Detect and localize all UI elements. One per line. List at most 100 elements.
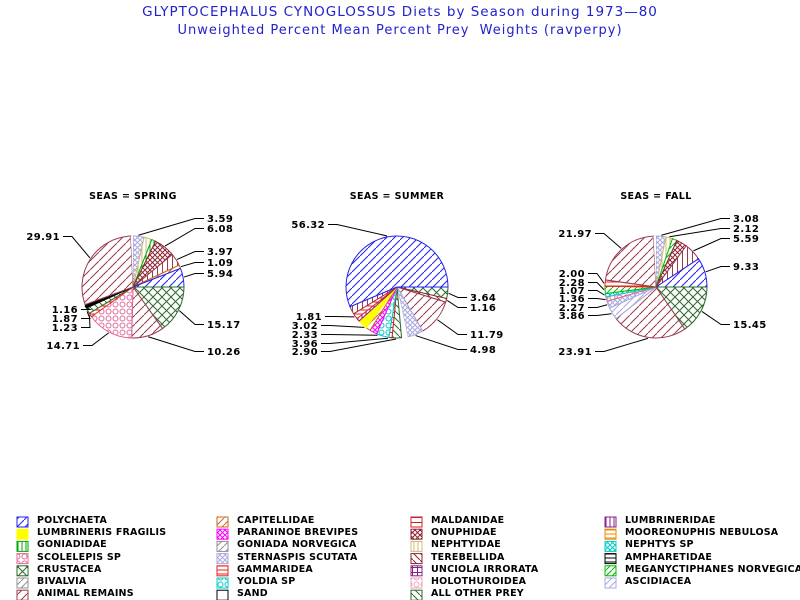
- legend-swatch-icon: [604, 540, 617, 552]
- label-leader-line: [321, 338, 397, 352]
- pie-slice: [345, 235, 449, 308]
- chart-title-line2: Unweighted Percent Mean Percent Prey Wei…: [177, 23, 623, 38]
- pie-value-label: 5.94: [207, 269, 233, 280]
- legend-label: MALDANIDAE: [431, 515, 505, 526]
- label-leader-line: [588, 282, 605, 291]
- pie-value-label: 2.28: [559, 278, 585, 289]
- legend-swatch-icon: [410, 565, 423, 577]
- pie-value-label: 1.07: [559, 286, 585, 297]
- legend-label: ANIMAL REMAINS: [37, 588, 134, 600]
- legend-swatch-icon: [16, 577, 29, 589]
- legend-swatch-icon: [216, 589, 229, 600]
- pie-summer: SEAS = SUMMER56.323.641.1611.794.981.813…: [291, 191, 503, 358]
- legend-label: YOLDIA SP: [237, 576, 296, 587]
- label-leader-line: [588, 273, 605, 284]
- label-leader-line: [448, 292, 467, 298]
- pie-value-label: 15.45: [733, 320, 767, 331]
- label-leader-line: [321, 334, 378, 336]
- pie-slice: [396, 286, 424, 338]
- legend-swatch-icon: [410, 528, 423, 540]
- pie-value-label: 3.02: [292, 321, 318, 332]
- pie-value-label: 2.33: [292, 330, 318, 341]
- label-leader-line: [179, 310, 204, 325]
- label-leader-line: [437, 319, 467, 335]
- legend-label: POLYCHAETA: [37, 515, 108, 526]
- pie-value-label: 3.86: [559, 311, 585, 322]
- pie-fall: SEAS = FALL 3.082.125.59 9.33 15.45 21.97 2.0…: [558, 191, 766, 358]
- legend-label: CAPITELLIDAE: [237, 515, 315, 526]
- label-leader-line: [63, 236, 91, 259]
- legend-swatch-icon: [16, 528, 29, 540]
- legend-swatch-icon: [604, 565, 617, 577]
- legend-label: CRUSTACEA: [37, 563, 102, 575]
- legend-label: TEREBELLIDA: [431, 551, 505, 563]
- label-leader-line: [588, 290, 605, 296]
- legend-label: LUMBRINERIS FRAGILIS: [37, 527, 167, 539]
- legend-swatch-icon: [410, 540, 423, 552]
- pie-slice: [132, 286, 185, 330]
- pie-slice: [655, 286, 708, 330]
- label-leader-line: [148, 336, 204, 352]
- pie-value-label: 1.87: [52, 314, 78, 325]
- label-leader-line: [701, 311, 730, 325]
- label-leader-line: [183, 273, 204, 278]
- legend-label: LUMBRINERIDAE: [625, 515, 716, 526]
- legend-label: MEGANYCTIPHANES NORVEGICA: [625, 563, 800, 575]
- legend-swatch-icon: [410, 589, 423, 600]
- chart-title-line1: GLYPTOCEPHALUS CYNOGLOSSUS Diets by Seas…: [142, 4, 658, 20]
- legend-label: ALL OTHER PREY: [431, 588, 524, 600]
- legend-swatch-icon: [16, 565, 29, 577]
- label-leader-line: [661, 218, 730, 236]
- legend-label: PARANINOE BREVIPES: [237, 527, 359, 539]
- pie-slice: [397, 287, 408, 338]
- legend-label: NEPHTYIDAE: [431, 539, 501, 551]
- legend-swatch-icon: [410, 553, 423, 565]
- pie-value-label: 4.98: [470, 345, 496, 356]
- pie-slice: [615, 286, 686, 339]
- pie-value-label: 3.08: [733, 214, 759, 225]
- legend-swatch-icon: [16, 516, 29, 528]
- label-leader-line: [669, 228, 730, 238]
- legend-swatch-icon: [216, 540, 229, 552]
- legend-label: BIVALVIA: [37, 576, 87, 587]
- pie-value-label: 3.64: [470, 293, 496, 304]
- pie-value-label: 56.32: [291, 220, 325, 231]
- legend-swatch-icon: [604, 528, 617, 540]
- legend-swatch-icon: [216, 528, 229, 540]
- legend-label: STERNASPIS SCUTATA: [237, 551, 358, 563]
- pie-value-label: 2.12: [733, 224, 759, 235]
- legend-label: SAND: [237, 588, 268, 600]
- legend-swatch-icon: [604, 516, 617, 528]
- pie-value-label: 1.36: [559, 294, 585, 305]
- legend-label: UNCIOLA IRRORATA: [431, 563, 539, 575]
- pie-value-label: 3.59: [207, 214, 233, 225]
- legend-swatch-icon: [16, 553, 29, 565]
- legend-swatch-icon: [216, 553, 229, 565]
- panel-title-summer: SEAS = SUMMER: [350, 191, 445, 202]
- pie-value-label: 14.71: [46, 341, 80, 352]
- pie-value-label: 2.90: [292, 347, 318, 358]
- label-leader-line: [588, 313, 612, 316]
- label-leader-line: [321, 325, 365, 328]
- legend-swatch-icon: [410, 577, 423, 589]
- legend-swatch-icon: [410, 516, 423, 528]
- pie-slice: [653, 236, 656, 287]
- pie-value-label: 1.81: [296, 312, 322, 323]
- pie-value-label: 2.27: [559, 303, 585, 314]
- label-leader-line: [595, 337, 649, 352]
- pie-value-label: 9.33: [733, 262, 759, 273]
- pie-value-label: 15.17: [207, 320, 241, 331]
- pie-slice: [604, 235, 657, 288]
- label-leader-line: [693, 238, 730, 252]
- label-leader-line: [415, 335, 467, 350]
- label-leader-line: [164, 228, 204, 247]
- legend-label: ONUPHIDAE: [431, 527, 497, 539]
- legend-swatch-icon: [16, 589, 29, 600]
- legend-swatch-icon: [604, 553, 617, 565]
- legend-label: ASCIDIACEA: [625, 576, 692, 587]
- legend-label: AMPHARETIDAE: [625, 551, 713, 563]
- pie-value-label: 6.08: [207, 224, 233, 235]
- legend-swatch-icon: [604, 577, 617, 589]
